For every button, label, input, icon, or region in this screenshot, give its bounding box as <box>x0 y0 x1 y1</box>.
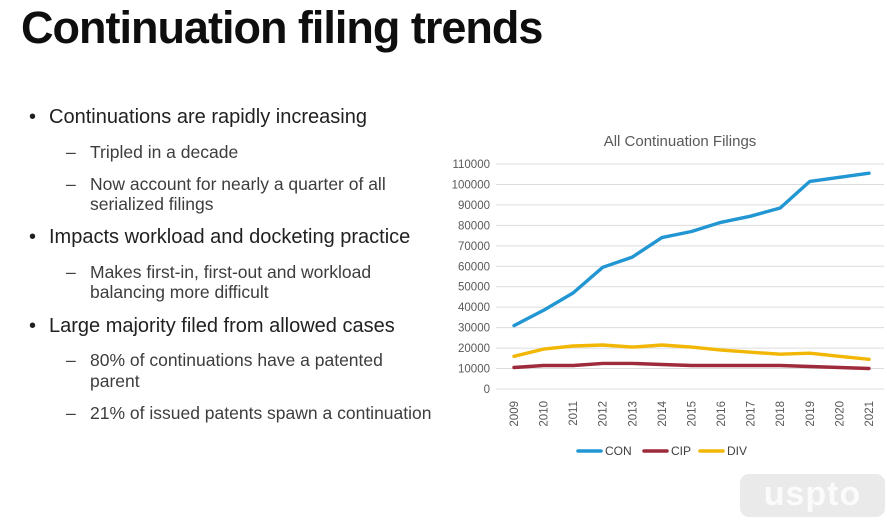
y-tick-label: 60000 <box>458 261 490 273</box>
bullet-text: Large majority filed from allowed cases <box>49 314 395 337</box>
x-tick-label: 2021 <box>864 401 876 427</box>
series-line-CIP <box>512 361 871 371</box>
y-tick-label: 20000 <box>458 343 490 355</box>
y-tick-label: 110000 <box>452 159 490 171</box>
sub-bullet-text: Now account for nearly a quarter of all … <box>90 173 386 215</box>
x-tick-label: 2015 <box>686 401 698 427</box>
x-tick-label: 2020 <box>834 401 846 427</box>
sub-bullet-text: 21% of issued patents spawn a continuati… <box>90 402 432 423</box>
sub-bullet-item: – Tripled in a decade <box>66 142 454 162</box>
y-tick-label: 90000 <box>458 200 490 212</box>
legend-label-CON: CON <box>605 444 632 458</box>
sub-bullet-item: – Now account for nearly a quarter of al… <box>66 174 454 215</box>
all-continuation-filings-chart: All Continuation Filings 0 10000 20000 30000… <box>452 133 884 458</box>
y-tick-label: 100000 <box>452 179 490 191</box>
series-line-DIV <box>512 343 871 362</box>
x-tick-label: 2010 <box>539 401 551 427</box>
bullet-text: Continuations are rapidly increasing <box>49 106 367 128</box>
bullet-item: • Impacts workload and docketing practic… <box>24 226 454 250</box>
series-line-CON <box>512 171 871 328</box>
y-tick-label: 0 <box>484 384 490 396</box>
bullet-icon: • <box>29 106 37 128</box>
x-tick-label: 2018 <box>775 401 787 427</box>
y-tick-label: 40000 <box>458 302 490 314</box>
y-tick-label: 80000 <box>458 220 490 232</box>
bullet-icon: • <box>29 314 37 337</box>
chart-title: All Continuation Filings <box>604 133 757 150</box>
x-tick-label: 2009 <box>509 401 521 427</box>
bullet-icon: • <box>29 226 37 249</box>
x-tick-label: 2014 <box>657 400 669 426</box>
bullet-list: • Continuations are rapidly increasing –… <box>24 106 454 435</box>
bullet-item: • Large majority filed from allowed case… <box>24 315 454 339</box>
sub-bullet-text: 80% of continuations have a patented par… <box>90 350 383 391</box>
sub-bullet-text: Makes first-in, first-out and workload b… <box>90 262 372 303</box>
sub-bullet-item: – 80% of continuations have a patented p… <box>66 350 454 391</box>
bullet-item: • Continuations are rapidly increasing <box>24 106 454 130</box>
dash-icon: – <box>66 173 76 194</box>
legend-label-DIV: DIV <box>727 444 747 458</box>
y-tick-label: 10000 <box>458 364 490 376</box>
dash-icon: – <box>66 350 76 371</box>
sub-bullet-item: – 21% of issued patents spawn a continua… <box>66 403 454 423</box>
x-tick-label: 2013 <box>627 401 639 427</box>
x-tick-label: 2011 <box>568 401 580 426</box>
y-tick-label: 50000 <box>458 282 490 294</box>
sub-bullet-text: Tripled in a decade <box>90 141 239 162</box>
uspto-logo: uspto <box>740 474 885 517</box>
y-tick-label: 70000 <box>458 241 490 253</box>
x-tick-label: 2019 <box>805 401 817 427</box>
x-tick-label: 2012 <box>598 401 610 427</box>
dash-icon: – <box>66 262 76 283</box>
x-tick-label: 2017 <box>746 401 758 427</box>
page-title: Continuation filing trends <box>21 2 543 53</box>
y-tick-label: 30000 <box>458 323 490 335</box>
bullet-text: Impacts workload and docketing practice <box>49 226 411 249</box>
legend-label-CIP: CIP <box>671 444 691 458</box>
chart-panel: All Continuation Filings 0 10000 20000 30000… <box>438 124 887 474</box>
dash-icon: – <box>66 141 76 162</box>
dash-icon: – <box>66 402 76 423</box>
sub-bullet-item: – Makes first-in, first-out and workload… <box>66 262 454 303</box>
x-tick-label: 2016 <box>716 401 728 427</box>
